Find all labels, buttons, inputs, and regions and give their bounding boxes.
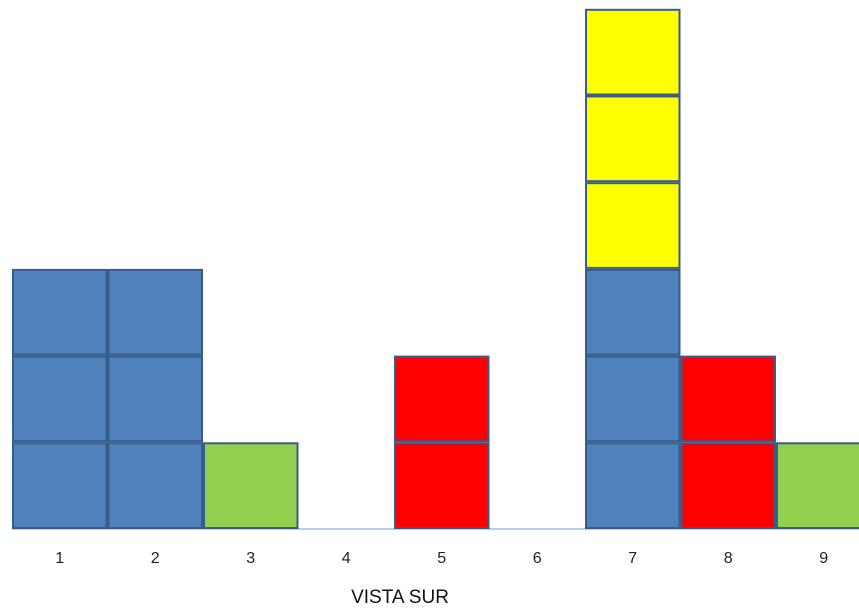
green-block <box>776 442 859 529</box>
column-label: 4 <box>342 550 351 567</box>
column-7 <box>585 8 681 529</box>
column-label: 3 <box>246 550 255 567</box>
column-9 <box>776 442 859 529</box>
blue-block <box>12 355 108 443</box>
red-block <box>394 442 490 529</box>
column-label: 9 <box>819 550 828 567</box>
yellow-block <box>585 182 681 269</box>
blocks-layer <box>12 8 859 529</box>
column-label: 1 <box>55 550 64 567</box>
green-block <box>203 442 299 529</box>
column-label: 7 <box>628 550 637 567</box>
red-block <box>680 355 776 443</box>
column-3 <box>203 442 299 529</box>
column-8 <box>680 355 776 529</box>
red-block <box>680 442 776 529</box>
blue-block <box>12 268 108 356</box>
view-caption: VISTA SUR <box>351 587 449 608</box>
blue-block <box>107 355 203 443</box>
yellow-block <box>585 8 681 96</box>
blue-block <box>107 268 203 356</box>
column-label: 8 <box>724 550 733 567</box>
blue-block <box>585 355 681 443</box>
blue-block <box>585 268 681 356</box>
column-label: 6 <box>533 550 542 567</box>
column-2 <box>107 268 203 529</box>
blue-block <box>585 442 681 529</box>
yellow-block <box>585 95 681 183</box>
blue-block <box>12 442 108 529</box>
column-label: 5 <box>437 550 446 567</box>
column-labels: 1 2 3 4 5 6 7 8 9 <box>55 550 828 567</box>
red-block <box>394 355 490 443</box>
column-1 <box>12 268 108 529</box>
column-5 <box>394 355 490 529</box>
column-label: 2 <box>151 550 160 567</box>
blue-block <box>107 442 203 529</box>
